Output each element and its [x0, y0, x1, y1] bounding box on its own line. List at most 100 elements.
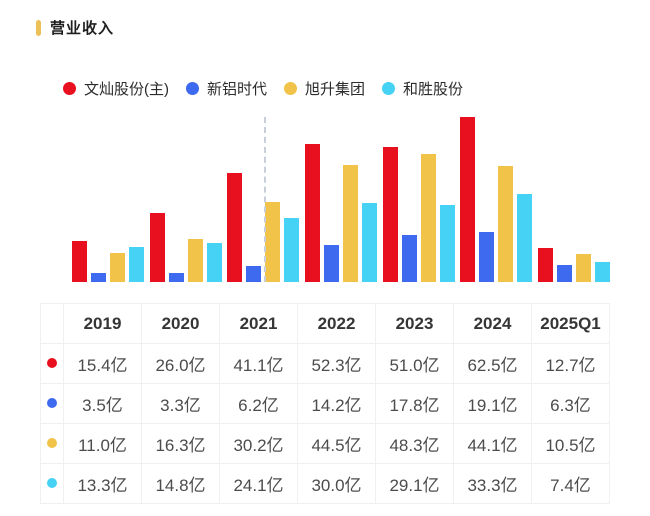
table-cell: 15.4亿	[63, 343, 142, 384]
bar[interactable]	[342, 165, 358, 282]
bar[interactable]	[187, 239, 203, 282]
legend-label: 文灿股份(主)	[84, 81, 169, 98]
title-accent-bar	[36, 19, 41, 36]
table-header-cell: 2021	[219, 303, 298, 344]
table-row: 3.5亿 3.3亿 6.2亿 14.2亿 17.8亿 19.1亿 6.3亿	[40, 383, 610, 424]
table-cell: 52.3亿	[297, 343, 376, 384]
revenue-bar-chart	[72, 117, 610, 282]
table-cell: 3.5亿	[63, 383, 142, 424]
bar[interactable]	[284, 218, 300, 282]
bar[interactable]	[323, 245, 339, 282]
table-cell: 33.3亿	[453, 463, 532, 504]
legend-label: 旭升集团	[305, 81, 366, 98]
table-header-cell: 2019	[63, 303, 142, 344]
bar-group-2021	[227, 173, 300, 282]
table-cell: 11.0亿	[63, 423, 142, 464]
bar[interactable]	[227, 173, 243, 282]
bar[interactable]	[246, 266, 262, 282]
bar[interactable]	[304, 144, 320, 282]
table-cell: 13.3亿	[63, 463, 142, 504]
page-title: 营业收入	[50, 20, 115, 37]
series-color-dot	[47, 478, 57, 489]
bar[interactable]	[129, 247, 144, 282]
table-cell: 26.0亿	[141, 343, 220, 384]
table-cell: 44.1亿	[453, 423, 532, 464]
legend-item[interactable]: 旭升集团	[284, 78, 365, 99]
series-color-dot	[47, 358, 57, 369]
table-cell: 14.8亿	[141, 463, 220, 504]
bar[interactable]	[110, 253, 125, 282]
bar[interactable]	[460, 117, 476, 282]
bar-group-2024	[460, 117, 533, 282]
table-row: 13.3亿 14.8亿 24.1亿 30.0亿 29.1亿 33.3亿 7.4亿	[40, 463, 610, 504]
bar[interactable]	[168, 273, 184, 282]
table-body: 15.4亿 26.0亿 41.1亿 52.3亿 51.0亿 62.5亿 12.7亿 3.5亿 3…	[40, 343, 610, 504]
legend: 文灿股份(主) 新铝时代 旭升集团 和胜股份	[63, 78, 480, 99]
bar-group-2019	[72, 241, 144, 282]
bar[interactable]	[594, 262, 610, 282]
table-corner-cell	[40, 303, 64, 344]
bar[interactable]	[517, 194, 533, 282]
chart-groups	[72, 117, 610, 282]
table-cell: 10.5亿	[531, 423, 610, 464]
bar[interactable]	[361, 203, 377, 282]
table-cell: 19.1亿	[453, 383, 532, 424]
section-header: 营业收入	[36, 17, 114, 38]
series-dot-cell	[40, 383, 64, 424]
chart-divider-line	[264, 117, 266, 282]
table-cell: 30.0亿	[297, 463, 376, 504]
table-header-cell: 2023	[375, 303, 454, 344]
bar[interactable]	[439, 205, 455, 282]
bar[interactable]	[479, 232, 495, 282]
table-cell: 44.5亿	[297, 423, 376, 464]
bar[interactable]	[537, 248, 553, 282]
bar[interactable]	[265, 202, 281, 282]
legend-item[interactable]: 文灿股份(主)	[63, 78, 169, 99]
legend-label: 新铝时代	[207, 81, 268, 98]
table-header-cell: 2025Q1	[531, 303, 610, 344]
table-cell: 7.4亿	[531, 463, 610, 504]
legend-item[interactable]: 新铝时代	[186, 78, 267, 99]
table-cell: 17.8亿	[375, 383, 454, 424]
table-header-cell: 2024	[453, 303, 532, 344]
bar[interactable]	[149, 213, 165, 282]
table-cell: 48.3亿	[375, 423, 454, 464]
bar[interactable]	[556, 265, 572, 282]
table-cell: 16.3亿	[141, 423, 220, 464]
bar-group-2020	[149, 213, 222, 282]
table-header-cell: 2020	[141, 303, 220, 344]
table-cell: 29.1亿	[375, 463, 454, 504]
bar-group-2022	[304, 144, 377, 282]
series-dot-cell	[40, 463, 64, 504]
table-cell: 14.2亿	[297, 383, 376, 424]
table-cell: 12.7亿	[531, 343, 610, 384]
table-row: 15.4亿 26.0亿 41.1亿 52.3亿 51.0亿 62.5亿 12.7亿	[40, 343, 610, 384]
series-dot-cell	[40, 343, 64, 384]
table-cell: 62.5亿	[453, 343, 532, 384]
bar[interactable]	[575, 254, 591, 282]
legend-color-dot	[63, 82, 76, 95]
series-color-dot	[47, 438, 57, 449]
bar-group-2023	[382, 147, 455, 282]
table-cell: 30.2亿	[219, 423, 298, 464]
legend-label: 和胜股份	[403, 81, 464, 98]
table-cell: 24.1亿	[219, 463, 298, 504]
revenue-table: 2019 2020 2021 2022 2023 2024 2025Q1 15.4亿 26.0…	[40, 303, 610, 504]
series-dot-cell	[40, 423, 64, 464]
series-color-dot	[47, 398, 57, 409]
table-cell: 6.2亿	[219, 383, 298, 424]
legend-color-dot	[186, 82, 199, 95]
table-header-row: 2019 2020 2021 2022 2023 2024 2025Q1	[40, 303, 610, 344]
bar[interactable]	[401, 235, 417, 282]
bar-group-2025Q1	[537, 248, 610, 282]
table-cell: 51.0亿	[375, 343, 454, 384]
bar[interactable]	[420, 154, 436, 282]
bar[interactable]	[206, 243, 222, 282]
legend-item[interactable]: 和胜股份	[382, 78, 463, 99]
bar[interactable]	[382, 147, 398, 282]
bar[interactable]	[72, 241, 87, 282]
bar[interactable]	[91, 273, 106, 282]
bar[interactable]	[498, 166, 514, 282]
legend-color-dot	[284, 82, 298, 95]
table-cell: 3.3亿	[141, 383, 220, 424]
